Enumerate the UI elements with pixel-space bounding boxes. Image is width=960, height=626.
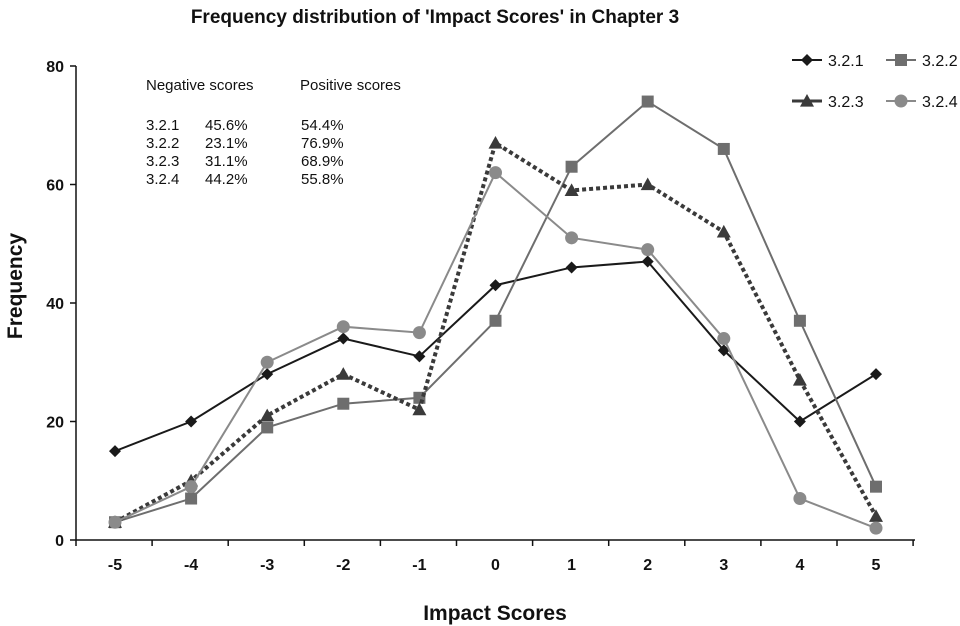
data-point-3.2.3 bbox=[792, 373, 807, 386]
legend-marker-3.2.1 bbox=[801, 54, 813, 66]
data-point-3.2.4 bbox=[641, 243, 655, 257]
data-point-3.2.3 bbox=[869, 509, 883, 522]
data-point-3.2.1 bbox=[185, 415, 198, 428]
data-point-3.2.4 bbox=[260, 355, 274, 369]
data-point-3.2.2 bbox=[337, 397, 350, 410]
y-tick-label: 60 bbox=[46, 178, 64, 195]
data-point-3.2.4 bbox=[793, 492, 807, 506]
data-point-3.2.3 bbox=[336, 367, 351, 380]
annotation-header-negative: Negative scores bbox=[146, 77, 254, 94]
annotation-row-id: 3.2.3 bbox=[146, 153, 179, 170]
x-tick-label: -1 bbox=[412, 557, 426, 574]
annotation-row-negative: 23.1% bbox=[205, 135, 248, 152]
annotation-row-id: 3.2.2 bbox=[146, 135, 179, 152]
x-tick-label: 4 bbox=[795, 557, 804, 574]
data-point-3.2.1 bbox=[565, 261, 578, 274]
x-tick-label: 5 bbox=[872, 557, 881, 574]
annotation-row-positive: 68.9% bbox=[301, 153, 344, 170]
data-point-3.2.1 bbox=[717, 344, 730, 357]
data-point-3.2.1 bbox=[870, 368, 882, 381]
x-tick-label: -4 bbox=[184, 557, 198, 574]
series-line-3.2.4 bbox=[114, 171, 877, 530]
annotation-row-id: 3.2.1 bbox=[146, 117, 179, 134]
x-tick-label: 2 bbox=[643, 557, 652, 574]
annotation-row-id: 3.2.4 bbox=[146, 171, 179, 188]
legend-label-3.2.4: 3.2.4 bbox=[922, 94, 958, 111]
data-point-3.2.4 bbox=[565, 231, 579, 245]
data-point-3.2.1 bbox=[793, 415, 806, 428]
data-point-3.2.3 bbox=[488, 136, 503, 149]
data-point-3.2.2 bbox=[641, 95, 654, 108]
x-tick-label: 1 bbox=[567, 557, 576, 574]
y-axis-title: Frequency bbox=[4, 233, 27, 340]
data-point-3.2.2 bbox=[261, 421, 274, 434]
y-tick-label: 20 bbox=[46, 415, 64, 432]
data-point-3.2.3 bbox=[260, 408, 275, 422]
legend: 3.2.1 3.2.2 3.2.3 3.2.4 bbox=[792, 53, 958, 111]
data-point-3.2.4 bbox=[489, 166, 502, 180]
data-point-3.2.4 bbox=[336, 320, 350, 334]
legend-marker-3.2.4 bbox=[894, 94, 908, 108]
data-point-3.2.1 bbox=[641, 255, 654, 268]
data-point-3.2.3 bbox=[564, 183, 579, 197]
annotation-box: Negative scores Positive scores 3.2.1 45… bbox=[146, 77, 401, 188]
data-point-3.2.2 bbox=[565, 160, 578, 173]
data-point-3.2.4 bbox=[412, 326, 426, 340]
data-point-3.2.2 bbox=[185, 492, 198, 505]
data-point-3.2.4 bbox=[869, 521, 883, 535]
data-point-3.2.1 bbox=[109, 445, 121, 458]
series-line-3.2.3 bbox=[114, 139, 878, 524]
data-point-3.2.4 bbox=[108, 515, 122, 529]
legend-marker-3.2.2 bbox=[895, 54, 907, 66]
data-point-3.2.2 bbox=[489, 314, 502, 327]
data-point-3.2.1 bbox=[261, 368, 274, 381]
legend-label-3.2.1: 3.2.1 bbox=[828, 53, 864, 70]
data-point-3.2.1 bbox=[413, 350, 426, 363]
x-axis-title: Impact Scores bbox=[423, 602, 567, 625]
data-point-3.2.3 bbox=[640, 177, 655, 191]
x-tick-label: 3 bbox=[719, 557, 728, 574]
legend-label-3.2.2: 3.2.2 bbox=[922, 53, 958, 70]
legend-label-3.2.3: 3.2.3 bbox=[828, 94, 864, 111]
annotation-header-positive: Positive scores bbox=[300, 77, 401, 94]
chart-title: Frequency distribution of 'Impact Scores… bbox=[191, 7, 679, 28]
data-point-3.2.1 bbox=[489, 279, 502, 292]
x-tick-label: 0 bbox=[491, 557, 500, 574]
data-point-3.2.2 bbox=[717, 142, 730, 155]
y-tick-label: 80 bbox=[46, 59, 64, 76]
x-tick-label: -3 bbox=[260, 557, 274, 574]
legend-marker-3.2.3 bbox=[800, 94, 814, 107]
y-tick-label: 0 bbox=[55, 533, 64, 550]
annotation-row-positive: 54.4% bbox=[301, 117, 344, 134]
data-point-3.2.4 bbox=[184, 480, 198, 494]
plot-area: 0 20 40 60 80 -5 -4 -3 -2 -1 0 1 2 3 4 5 bbox=[46, 59, 915, 574]
annotation-row-negative: 44.2% bbox=[205, 171, 248, 188]
x-tick-label: -2 bbox=[336, 557, 350, 574]
data-point-3.2.4 bbox=[717, 332, 731, 346]
data-point-3.2.1 bbox=[337, 332, 350, 345]
data-point-3.2.2 bbox=[870, 480, 882, 493]
annotation-row-positive: 76.9% bbox=[301, 135, 344, 152]
x-tick-label: -5 bbox=[108, 557, 122, 574]
data-point-3.2.3 bbox=[716, 224, 731, 238]
annotation-row-negative: 31.1% bbox=[205, 153, 248, 170]
y-tick-label: 40 bbox=[46, 296, 64, 313]
data-point-3.2.2 bbox=[793, 314, 806, 327]
data-point-3.2.3 bbox=[412, 402, 427, 416]
annotation-row-negative: 45.6% bbox=[205, 117, 248, 134]
annotation-row-positive: 55.8% bbox=[301, 171, 344, 188]
